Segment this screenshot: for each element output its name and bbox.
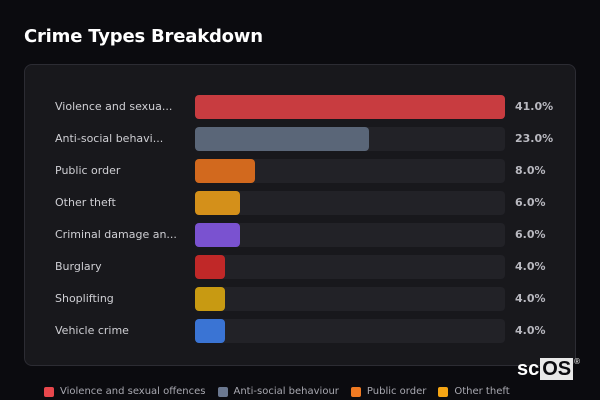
bar-label: Violence and sexua... (55, 100, 173, 113)
legend-label: Violence and sexual offences (60, 386, 206, 397)
bar-fill[interactable] (195, 255, 226, 279)
bar-row: Violence and sexua... 41.0% (25, 95, 575, 121)
bar-fill[interactable] (195, 287, 226, 311)
bar-track (195, 287, 505, 311)
legend-swatch-icon (44, 386, 54, 397)
chart-title: Crime Types Breakdown (24, 26, 263, 47)
legend-swatch-icon (217, 386, 228, 397)
legend-label: Anti-social behaviour (233, 386, 339, 397)
bar-row: Public order 8.0% (25, 159, 575, 185)
registered-mark-icon: ® (574, 357, 581, 366)
bar-row: Anti-social behavi... 23.0% (25, 127, 575, 153)
bar-track (195, 95, 505, 119)
bar-row: Burglary 4.0% (25, 255, 575, 281)
logo-text-os: OS (540, 358, 574, 380)
legend-swatch-icon (350, 386, 361, 397)
bar-value: 4.0% (515, 260, 546, 273)
legend-item[interactable]: Other theft (438, 386, 510, 397)
bar-value: 8.0% (515, 164, 546, 177)
bar-fill[interactable] (195, 159, 256, 183)
scos-logo: sc OS ® (517, 358, 580, 380)
bar-row: Other theft 6.0% (25, 191, 575, 217)
bar-track (195, 191, 505, 215)
legend-item[interactable]: Public order (350, 386, 427, 397)
bar-value: 4.0% (515, 324, 546, 337)
bar-label: Other theft (55, 196, 116, 209)
bar-label: Criminal damage an... (55, 228, 177, 241)
bar-fill[interactable] (195, 319, 226, 343)
bar-row: Shoplifting 4.0% (25, 287, 575, 313)
bar-track (195, 223, 505, 247)
legend-item[interactable]: Violence and sexual offences (44, 386, 206, 397)
logo-text-sc: sc (517, 358, 540, 380)
bar-value: 23.0% (515, 132, 554, 145)
bar-track (195, 319, 505, 343)
bar-track (195, 127, 505, 151)
bar-fill[interactable] (195, 127, 369, 151)
bar-fill[interactable] (195, 95, 505, 119)
chart-legend: Violence and sexual offences Anti-social … (44, 386, 510, 397)
bar-label: Shoplifting (55, 292, 114, 305)
bar-track (195, 255, 505, 279)
bar-row: Vehicle crime 4.0% (25, 319, 575, 345)
bar-label: Vehicle crime (55, 324, 129, 337)
bar-label: Burglary (55, 260, 102, 273)
legend-label: Public order (366, 386, 427, 397)
legend-swatch-icon (438, 386, 449, 397)
bar-label: Anti-social behavi... (55, 132, 164, 145)
bar-value: 6.0% (515, 228, 546, 241)
bar-fill[interactable] (195, 223, 241, 247)
legend-label: Other theft (454, 386, 510, 397)
bar-row: Criminal damage an... 6.0% (25, 223, 575, 249)
chart-card: Violence and sexua... 41.0% Anti-social be… (24, 64, 576, 366)
bar-label: Public order (55, 164, 121, 177)
bar-value: 4.0% (515, 292, 546, 305)
bar-value: 41.0% (515, 100, 554, 113)
bar-value: 6.0% (515, 196, 546, 209)
bar-fill[interactable] (195, 191, 241, 215)
bar-track (195, 159, 505, 183)
legend-item[interactable]: Anti-social behaviour (217, 386, 339, 397)
